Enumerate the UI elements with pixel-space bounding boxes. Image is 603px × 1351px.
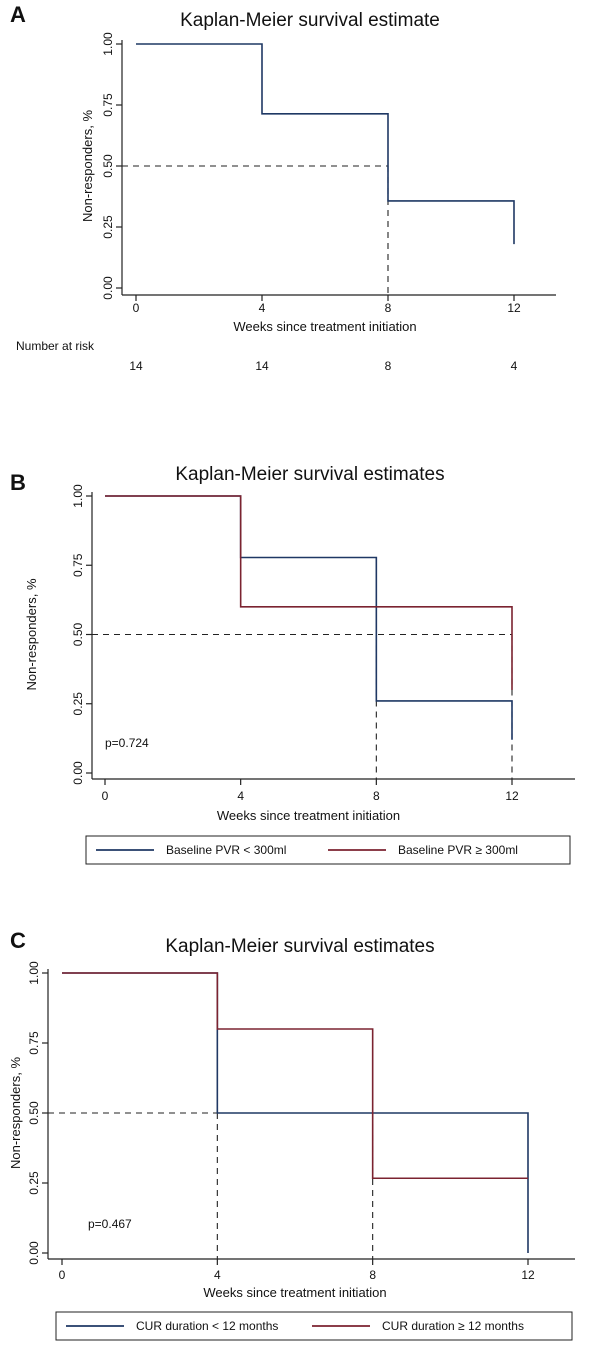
x-axis-title: Weeks since treatment initiation: [203, 1285, 386, 1300]
chart-panel-a: A Kaplan-Meier survival estimate 0.00 0.25 0…: [10, 2, 556, 373]
x-tick-label: 8: [369, 1268, 376, 1282]
y-tick-label: 1.00: [101, 32, 115, 56]
chart-title: Kaplan-Meier survival estimate: [180, 10, 440, 31]
x-tick-label: 8: [385, 301, 392, 315]
legend-label: Baseline PVR < 300ml: [166, 843, 286, 857]
x-tick-label: 0: [59, 1268, 66, 1282]
y-tick-label: 0.75: [27, 1031, 41, 1055]
panel-letter: B: [10, 470, 26, 495]
risk-table-value: 14: [255, 359, 269, 373]
y-tick-label: 0.50: [101, 154, 115, 178]
legend-label: CUR duration ≥ 12 months: [382, 1319, 524, 1333]
chart-panel-b: B Kaplan-Meier survival estimates 0.00 0.25…: [10, 464, 575, 865]
panel-letter: A: [10, 2, 26, 27]
y-axis-title: Non-responders, %: [24, 578, 39, 690]
legend: Baseline PVR < 300ml Baseline PVR ≥ 300ml: [85, 835, 571, 865]
chart-title: Kaplan-Meier survival estimates: [165, 936, 434, 957]
x-tick-label: 0: [133, 301, 140, 315]
p-value-annotation: p=0.724: [105, 736, 149, 750]
panel-letter: C: [10, 928, 26, 953]
km-curve-series-2: [105, 495, 513, 690]
y-tick-label: 0.50: [71, 622, 85, 646]
legend-label: CUR duration < 12 months: [136, 1319, 278, 1333]
y-tick-label: 0.25: [27, 1171, 41, 1195]
km-curve-series-1: [105, 495, 513, 740]
x-tick-label: 12: [505, 789, 519, 803]
y-axis-title: Non-responders, %: [8, 1057, 23, 1169]
legend-label: Baseline PVR ≥ 300ml: [398, 843, 518, 857]
x-axis-title: Weeks since treatment initiation: [233, 319, 416, 334]
x-tick-label: 4: [237, 789, 244, 803]
risk-table-value: 8: [385, 359, 392, 373]
y-tick-label: 0.00: [71, 761, 85, 785]
p-value-annotation: p=0.467: [88, 1217, 132, 1231]
y-axis-title: Non-responders, %: [80, 110, 95, 222]
risk-table-title: Number at risk: [16, 339, 95, 353]
km-curve-series-1: [136, 43, 515, 245]
km-curve-series-1: [62, 972, 529, 1253]
y-tick-label: 0.25: [71, 692, 85, 716]
y-tick-label: 1.00: [71, 484, 85, 508]
km-curve-series-2: [62, 972, 528, 1180]
y-tick-label: 1.00: [27, 961, 41, 985]
y-tick-label: 0.00: [101, 276, 115, 300]
x-tick-label: 12: [507, 301, 521, 315]
y-tick-label: 0.50: [27, 1101, 41, 1125]
y-tick-label: 0.75: [101, 93, 115, 117]
x-tick-label: 8: [373, 789, 380, 803]
risk-table-value: 4: [511, 359, 518, 373]
legend: CUR duration < 12 months CUR duration ≥ 1…: [55, 1311, 573, 1341]
x-tick-label: 12: [521, 1268, 535, 1282]
x-tick-label: 4: [214, 1268, 221, 1282]
x-tick-label: 4: [259, 301, 266, 315]
risk-table-value: 14: [129, 359, 143, 373]
chart-panel-c: C Kaplan-Meier survival estimates 0.00 0.25…: [8, 928, 575, 1341]
y-tick-label: 0.75: [71, 553, 85, 577]
x-tick-label: 0: [102, 789, 109, 803]
y-tick-label: 0.00: [27, 1241, 41, 1265]
chart-title: Kaplan-Meier survival estimates: [175, 464, 444, 485]
y-tick-label: 0.25: [101, 215, 115, 239]
x-axis-title: Weeks since treatment initiation: [217, 808, 400, 823]
